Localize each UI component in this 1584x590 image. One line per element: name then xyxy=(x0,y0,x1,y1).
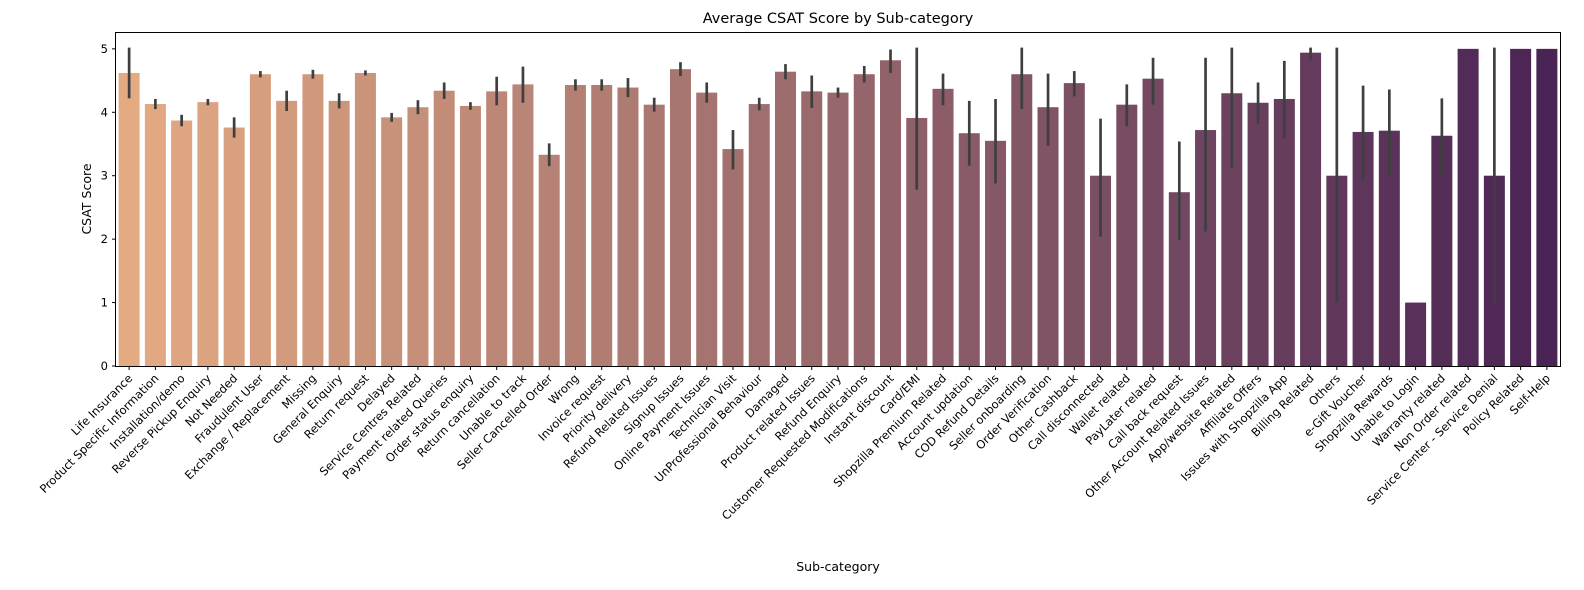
bar xyxy=(617,87,639,367)
bar xyxy=(354,72,376,367)
bar xyxy=(171,120,193,366)
y-tick-label: 1 xyxy=(101,296,108,310)
bar xyxy=(564,85,586,366)
chart-title: Average CSAT Score by Sub-category xyxy=(703,11,974,27)
bar xyxy=(985,140,1007,366)
bar xyxy=(1300,52,1322,366)
bar xyxy=(328,100,350,367)
bar xyxy=(1536,48,1558,367)
bar xyxy=(748,104,770,366)
bar xyxy=(1378,130,1400,366)
bar xyxy=(249,74,271,366)
bar xyxy=(1168,192,1190,366)
bar xyxy=(381,117,403,366)
title-group: Average CSAT Score by Sub-category xyxy=(703,11,974,27)
bar xyxy=(1221,93,1243,366)
y-axis-label: CSAT Score xyxy=(79,163,94,234)
bars-group xyxy=(118,48,1558,367)
bar xyxy=(643,104,665,367)
y-tick-label: 3 xyxy=(101,169,108,183)
x-axis-label: Sub-category xyxy=(796,559,880,574)
plot-frame xyxy=(115,32,1561,367)
bar xyxy=(1431,135,1453,366)
bar xyxy=(512,84,534,366)
bar xyxy=(1142,78,1164,367)
y-tick-label: 2 xyxy=(101,232,108,246)
bar xyxy=(1011,74,1033,366)
bar xyxy=(1405,302,1427,366)
bar xyxy=(906,117,928,367)
bar xyxy=(801,91,823,366)
y-tick-label: 4 xyxy=(101,105,108,119)
bar xyxy=(486,91,508,366)
bar xyxy=(853,74,875,366)
bar xyxy=(1090,175,1112,366)
y-axis: 0 1 2 3 4 5 xyxy=(101,42,116,373)
bar xyxy=(591,85,613,366)
bar xyxy=(1352,131,1374,366)
bar xyxy=(696,92,718,367)
bar xyxy=(1247,102,1269,367)
bar xyxy=(1195,130,1217,366)
bar xyxy=(407,107,429,367)
bar xyxy=(276,100,298,367)
bar xyxy=(302,74,324,366)
bar xyxy=(433,90,455,366)
errorbars-group xyxy=(127,47,1496,303)
bar xyxy=(223,127,245,366)
bar xyxy=(958,133,980,366)
bar xyxy=(669,69,691,367)
bar xyxy=(1510,48,1532,367)
bar xyxy=(1037,107,1059,367)
bar xyxy=(144,104,166,366)
bar xyxy=(880,60,902,367)
bar xyxy=(538,154,560,366)
y-tick-label: 0 xyxy=(101,359,108,373)
y-tick-label: 5 xyxy=(101,42,108,56)
bar xyxy=(1063,83,1085,367)
bar xyxy=(1273,98,1295,366)
bar xyxy=(932,88,954,366)
bar xyxy=(118,72,140,367)
bar xyxy=(722,149,744,366)
bar xyxy=(197,102,219,366)
bar xyxy=(827,92,849,367)
bar xyxy=(1116,104,1138,367)
bar xyxy=(1457,48,1479,367)
bar xyxy=(774,71,796,366)
bar xyxy=(459,105,481,366)
